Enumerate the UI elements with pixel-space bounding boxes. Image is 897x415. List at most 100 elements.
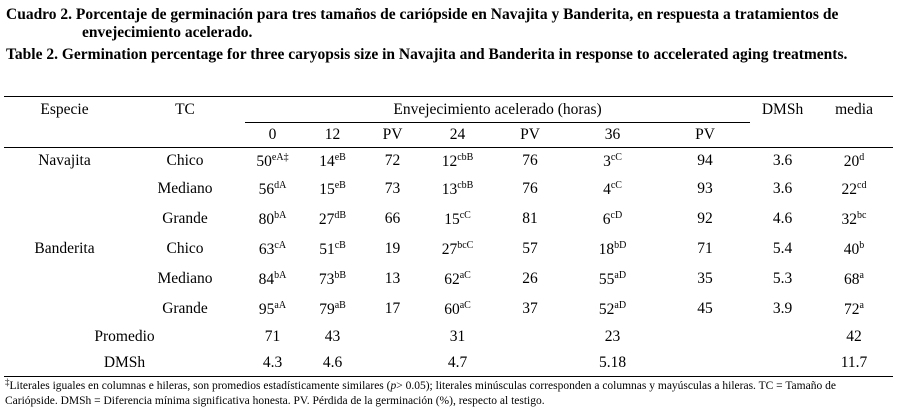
data-cell (495, 350, 565, 377)
data-cell: 4cC (565, 174, 660, 204)
cell-letters: bA (274, 269, 287, 281)
cell-letters: cB (334, 239, 346, 251)
data-cell: 27bcC (420, 234, 495, 264)
data-cell: 4.3 (245, 350, 300, 377)
cell-value: 40 (843, 240, 860, 258)
data-cell: 66 (365, 204, 420, 234)
footnote-italic: p (390, 380, 397, 392)
data-cell: 13cbB (420, 174, 495, 204)
cell-value: 95 (258, 300, 275, 318)
summary-label: Promedio (94, 328, 155, 345)
data-cell: 4.6 (300, 350, 365, 377)
caption-text: Germination percentage for three caryops… (61, 46, 848, 63)
cell-value: 15 (444, 210, 460, 228)
caption-label: Table 2. (6, 46, 58, 63)
header-cell: 12 (300, 122, 365, 148)
cell-value: 76 (522, 180, 538, 197)
data-cell: 12cbB (420, 148, 495, 175)
cell-value: 6 (602, 210, 611, 228)
data-cell: 73bB (300, 264, 365, 294)
cell-letters: aA (274, 299, 287, 311)
summary-row: Promedio 71 43 31 23 42 (4, 324, 893, 350)
cell-value: 42 (846, 328, 862, 345)
data-cell: 62aC (420, 264, 495, 294)
data-cell: 50eA‡ (245, 148, 300, 175)
especie-cell: Banderita (34, 240, 95, 257)
cell-value: 12 (441, 152, 458, 170)
header-cell: TC (125, 96, 245, 123)
data-cell: 92 (660, 204, 750, 234)
cell-letters: bcC (457, 239, 474, 251)
data-cell: 73 (365, 174, 420, 204)
data-cell: 55aD (565, 264, 660, 294)
cell-letters: bD (614, 239, 627, 251)
cell-value: 51 (319, 240, 335, 258)
footnote-marker: ‡ (5, 377, 10, 387)
cell-letters: d (859, 151, 865, 163)
cell-value: 4.7 (447, 354, 468, 371)
cell-value: 55 (598, 270, 615, 288)
header-cell: DMSh (750, 96, 816, 123)
cell-value: 35 (697, 270, 713, 287)
data-cell: 37 (495, 294, 565, 324)
data-row: Navajita Chico 50eA‡ 14eB 72 12cbB 76 3cC 94 3.6 2… (4, 148, 893, 175)
data-cell: 19 (365, 234, 420, 264)
data-cell: 43 (300, 324, 365, 350)
tc-cell: Chico (166, 152, 204, 169)
data-cell: 3.6 (750, 148, 815, 175)
data-cell: 35 (660, 264, 750, 294)
data-cell: 13 (365, 264, 420, 294)
cell-value: 32 (841, 210, 858, 228)
data-cell: 42 (815, 324, 893, 350)
cell-value: 73 (384, 180, 401, 197)
cell-value: 52 (598, 300, 615, 318)
cell-value: 3 (603, 152, 611, 170)
cell-value: 79 (319, 300, 335, 318)
tc-cell: Chico (166, 240, 204, 257)
cell-value: 3.6 (772, 152, 793, 169)
cell-value: 13 (441, 180, 458, 198)
especie-cell (4, 204, 125, 234)
data-cell: 51cB (300, 234, 365, 264)
cell-value: 4.6 (772, 210, 793, 227)
summary-row: DMSh 4.3 4.6 4.7 5.18 11.7 (4, 350, 894, 377)
data-cell: 18bD (565, 234, 660, 264)
data-cell: 45 (660, 294, 750, 324)
cell-value: 60 (444, 300, 460, 318)
cell-letters: eA‡ (271, 151, 289, 163)
cell-value: 63 (258, 240, 275, 258)
cell-letters: bB (334, 269, 347, 281)
data-cell: 52aD (565, 294, 660, 324)
cell-letters: cC (610, 179, 622, 191)
data-cell: 3.6 (750, 174, 815, 204)
cell-value: 4.3 (262, 354, 283, 371)
data-cell: 71 (660, 234, 750, 264)
caption-text: Porcentaje de germinación para tres tama… (75, 6, 839, 41)
header-cell: Especie (4, 96, 125, 123)
cell-value: 3.6 (772, 180, 793, 197)
cell-value: 84 (258, 270, 275, 288)
data-cell: 5.3 (750, 264, 815, 294)
header-cell: 36 (565, 122, 660, 148)
cell-value: 62 (444, 270, 460, 288)
header-cell: 24 (420, 122, 495, 148)
cell-letters: cd (857, 179, 867, 191)
tc-cell: Mediano (157, 180, 213, 197)
caption-es: Cuadro 2. Porcentaje de germinación para… (6, 6, 892, 42)
cell-letters: a (859, 269, 864, 281)
cell-value: 45 (697, 300, 713, 317)
data-cell: 76 (495, 148, 565, 175)
cell-value: 4.6 (322, 354, 343, 371)
data-cell: 27dB (300, 204, 365, 234)
cell-value: 20 (843, 152, 860, 170)
cell-value: 15 (319, 180, 335, 198)
header-cell (750, 122, 816, 148)
cell-value: 31 (449, 328, 466, 345)
data-row: Banderita Chico 63cA 51cB 19 27bcC 57 18bD 71 5.4… (4, 234, 893, 264)
data-cell: 5.4 (750, 234, 815, 264)
data-cell: 84bA (245, 264, 300, 294)
header-cell (125, 122, 245, 148)
data-cell: 15eB (300, 174, 365, 204)
data-row: Grande 80bA 27dB 66 15cC 81 6cD 92 4.6 32bc (4, 204, 893, 234)
cell-value: 14 (319, 152, 335, 170)
